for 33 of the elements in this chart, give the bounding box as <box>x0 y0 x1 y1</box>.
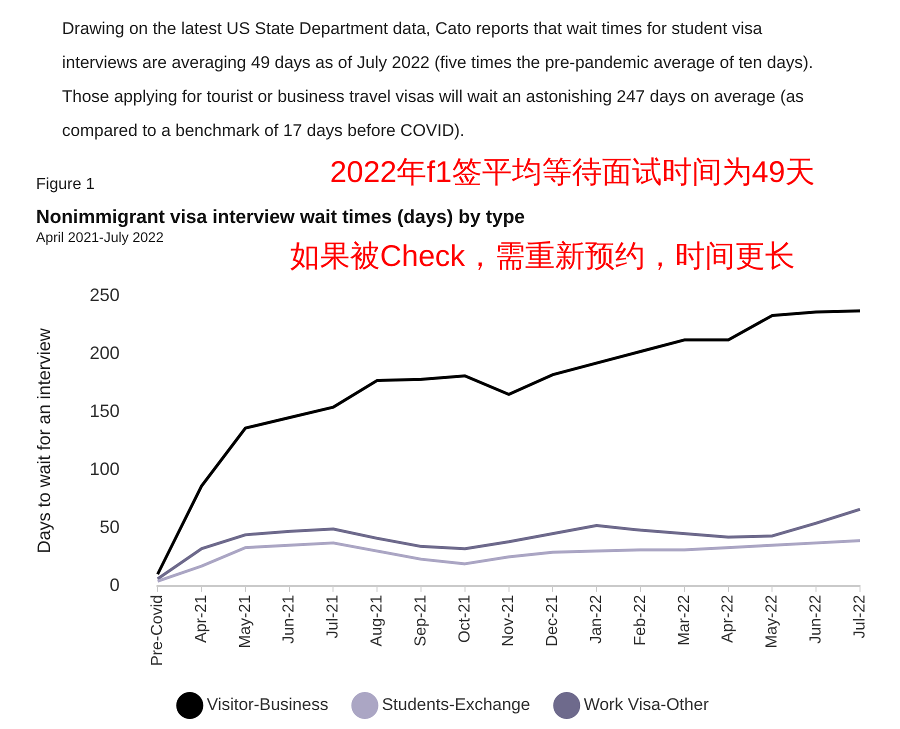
x-tick-label: Jun-22 <box>808 594 825 644</box>
x-tick-label: Feb-22 <box>632 594 649 646</box>
y-axis-title: Days to wait for an interview <box>34 327 54 554</box>
y-tick-label: 100 <box>90 458 120 479</box>
x-tick-label: Pre-Covid <box>149 594 166 666</box>
x-tick-label: Jul-22 <box>851 594 868 638</box>
x-tick-label: Sep-21 <box>412 594 430 646</box>
chart-title: Nonimmigrant visa interview wait times (days) by type <box>36 207 525 229</box>
x-tick-label: Dec-21 <box>544 594 562 646</box>
y-tick-label: 150 <box>90 400 120 421</box>
legend-label: Students-Exchange <box>382 695 530 714</box>
y-tick-label: 0 <box>110 574 120 595</box>
x-tick-label: Jun-21 <box>280 594 298 644</box>
text: Drawing on the latest US State Department data, Cato reports that wait times for student visa interviews are averaging 49 days as of July 2022 (five times the pre-pandemic average of ten days). Those applying for tourist or business travel visas will wait an astonishing 247 days on average (as compared to a benchmark of 17 days before COVID). <box>62 18 814 142</box>
x-tick-label: Apr-21 <box>192 594 210 643</box>
x-tick-label: Aug-21 <box>368 594 386 646</box>
x-tick-label: May-22 <box>764 594 781 648</box>
x-tick-label: Oct-21 <box>456 594 474 643</box>
legend-label: Visitor-Business <box>206 695 328 714</box>
x-tick-label: Apr-22 <box>720 594 737 643</box>
x-tick-label: May-21 <box>236 594 254 648</box>
caption: Figure 1 <box>36 176 95 194</box>
chart-subtitle: April 2021-July 2022 <box>36 229 164 245</box>
legend-label: Work Visa-Other <box>584 695 710 714</box>
x-tick-label: Jan-22 <box>588 594 606 644</box>
y-tick-label: 50 <box>100 516 120 537</box>
x-tick-label: Mar-22 <box>676 594 693 646</box>
text: 如果被Check，需重新预约，时间更长 <box>290 239 796 275</box>
text: 2022年f1签平均等待面试时间为49天 <box>330 155 816 191</box>
y-tick-label: 250 <box>90 284 120 305</box>
x-tick-label: Jul-21 <box>324 594 342 638</box>
x-tick-label: Nov-21 <box>500 594 518 646</box>
y-tick-label: 200 <box>90 342 120 363</box>
